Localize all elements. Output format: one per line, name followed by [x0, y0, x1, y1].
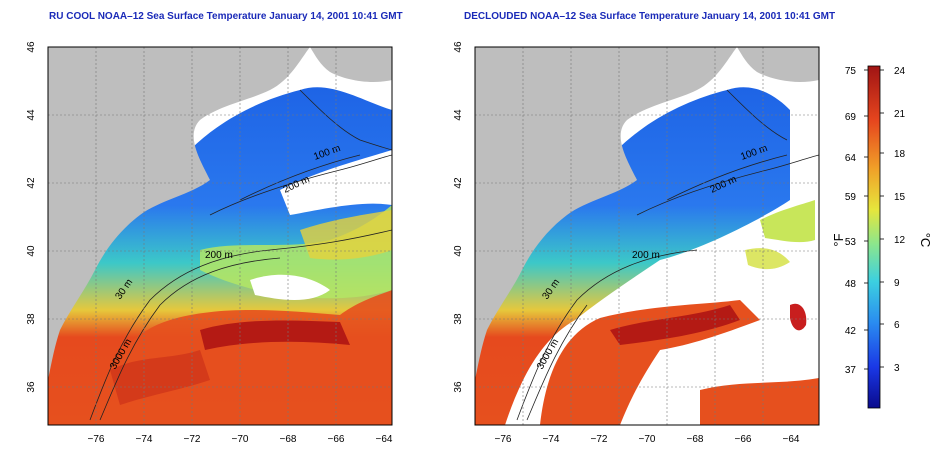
lat-tick: 46: [26, 41, 37, 53]
celsius-label: °C: [918, 233, 933, 248]
lat-tick: 40: [26, 245, 37, 257]
lat-tick: 36: [26, 381, 37, 393]
lon-tick: −68: [687, 434, 704, 445]
lon-tick: −74: [136, 434, 153, 445]
lon-tick: −68: [280, 434, 297, 445]
c-tick: 9: [894, 278, 900, 289]
colorbar: 75 69 64 59 53 48 42 37 24 21 18 15 12 9…: [831, 65, 933, 409]
lat-tick: 40: [453, 245, 464, 257]
left-map: 100 m 200 m 30 m 200 m 3000 m: [47, 46, 393, 426]
c-tick: 6: [894, 320, 900, 331]
f-tick: 53: [845, 237, 857, 248]
gulf-stream-declouded: [540, 300, 760, 425]
fahrenheit-ticks: 75 69 64 59 53 48 42 37: [845, 66, 857, 376]
lon-tick: −66: [735, 434, 752, 445]
f-tick: 37: [845, 365, 857, 376]
lon-tick: −72: [184, 434, 201, 445]
lon-tick: −70: [232, 434, 249, 445]
right-lat-axis: 46 44 42 40 38 36: [453, 41, 464, 393]
lat-tick: 36: [453, 381, 464, 393]
left-lat-axis: 46 44 42 40 38 36: [26, 41, 37, 393]
lat-tick: 38: [453, 313, 464, 325]
left-panel-title: RU COOL NOAA–12 Sea Surface Temperature …: [49, 11, 403, 22]
lat-tick: 42: [26, 177, 37, 189]
right-lon-axis: −76 −74 −72 −70 −68 −66 −64: [495, 434, 800, 445]
f-tick: 75: [845, 66, 857, 77]
c-tick: 21: [894, 109, 906, 120]
lat-tick: 44: [453, 109, 464, 121]
c-tick: 3: [894, 363, 900, 374]
c-tick: 24: [894, 66, 906, 77]
fahrenheit-label: °F: [831, 233, 846, 246]
c-tick: 18: [894, 149, 906, 160]
f-tick: 59: [845, 192, 857, 203]
land: [475, 47, 737, 380]
lon-tick: −66: [328, 434, 345, 445]
right-map: 100 m 200 m 30 m 200 m 3000 m: [474, 46, 820, 426]
c-tick: 12: [894, 235, 906, 246]
lon-tick: −74: [543, 434, 560, 445]
left-lon-axis: −76 −74 −72 −70 −68 −66 −64: [88, 434, 393, 445]
lon-tick: −72: [591, 434, 608, 445]
lon-tick: −70: [639, 434, 656, 445]
f-tick: 64: [845, 153, 857, 164]
contour-label-200m-b: 200 m: [205, 250, 233, 261]
contour-label-200m-b: 200 m: [632, 250, 660, 261]
lon-tick: −76: [495, 434, 512, 445]
land: [48, 47, 310, 380]
lat-tick: 44: [26, 109, 37, 121]
lon-tick: −76: [88, 434, 105, 445]
lat-tick: 38: [26, 313, 37, 325]
lat-tick: 46: [453, 41, 464, 53]
f-tick: 48: [845, 279, 857, 290]
sst-field-declouded: [475, 87, 790, 425]
c-tick: 15: [894, 192, 906, 203]
lon-tick: −64: [783, 434, 800, 445]
right-panel-title: DECLOUDED NOAA–12 Sea Surface Temperatur…: [464, 11, 836, 22]
lon-tick: −64: [376, 434, 393, 445]
lat-tick: 42: [453, 177, 464, 189]
f-tick: 42: [845, 326, 857, 337]
celsius-ticks: 24 21 18 15 12 9 6 3: [894, 66, 906, 374]
f-tick: 69: [845, 112, 857, 123]
